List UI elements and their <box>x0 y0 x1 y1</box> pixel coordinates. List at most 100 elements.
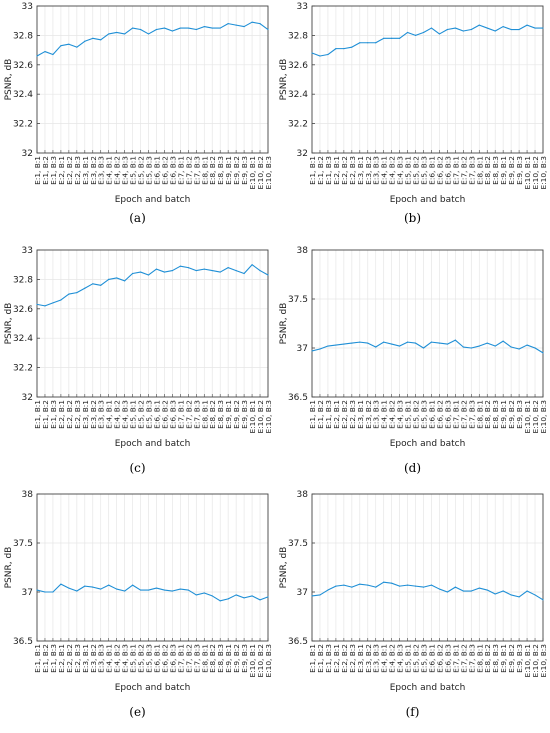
x-tick-label: E:6, B:3 <box>443 400 452 429</box>
x-tick-label: E:1, B:2 <box>41 644 50 673</box>
x-tick-label: E:2, B:1 <box>332 156 341 185</box>
x-tick-label: E:9, B:2 <box>232 400 241 429</box>
x-tick-label: E:9, B:2 <box>232 644 241 673</box>
x-tick-label: E:3, B:3 <box>97 644 106 673</box>
data-point <box>462 590 464 592</box>
x-tick-label: E:6, B:2 <box>435 400 444 429</box>
data-point <box>438 342 441 344</box>
y-tick-label: 37 <box>297 344 308 354</box>
x-tick-label: E:2, B:3 <box>73 400 82 429</box>
x-axis-title: Epoch and batch <box>390 439 466 449</box>
x-tick-label: E:2, B:3 <box>73 644 82 673</box>
x-tick-label: E:10, B:1 <box>248 400 257 434</box>
data-point <box>470 590 472 592</box>
x-tick-label: E:1, B:3 <box>324 156 333 185</box>
x-tick-label: E:8, B:3 <box>491 400 500 429</box>
x-tick-label: E:3, B:2 <box>364 644 373 673</box>
x-axis: E:1, B:1E:1, B:2E:1, B:3E:2, B:1E:2, B:2… <box>33 150 273 190</box>
data-point <box>526 590 528 592</box>
data-point <box>399 345 401 347</box>
data-point <box>359 341 361 343</box>
x-tick-label: E:9, B:1 <box>499 644 508 673</box>
x-tick-label: E:4, B:1 <box>105 156 114 185</box>
x-tick-label: E:9, B:3 <box>515 400 524 429</box>
x-tick-label: E:9, B:2 <box>507 156 516 185</box>
x-axis: E:1, B:1E:1, B:2E:1, B:3E:2, B:1E:2, B:2… <box>33 638 273 678</box>
x-tick-label: E:2, B:2 <box>340 156 349 185</box>
data-point <box>343 343 345 345</box>
data-point <box>68 587 70 589</box>
x-tick-label: E:1, B:1 <box>308 400 317 429</box>
x-tick-label: E:10, B:3 <box>264 644 273 678</box>
data-point <box>375 346 377 348</box>
x-tick-label: E:5, B:3 <box>420 644 429 673</box>
data-point <box>124 280 126 282</box>
data-point <box>68 43 70 45</box>
data-point <box>454 586 456 588</box>
data-point <box>171 590 174 592</box>
data-point <box>327 53 329 56</box>
x-tick-label: E:10, B:2 <box>256 644 265 678</box>
x-tick-label: E:7, B:3 <box>467 400 476 429</box>
y-tick-label: 32.8 <box>13 31 33 41</box>
caption-a: (a) <box>129 211 146 225</box>
x-tick-label: E:4, B:1 <box>380 156 389 185</box>
x-tick-label: E:1, B:2 <box>316 156 325 185</box>
x-tick-label: E:3, B:2 <box>364 156 373 185</box>
plot-frame <box>36 5 269 154</box>
data-point <box>76 292 78 294</box>
y-tick-label: 33 <box>22 2 33 12</box>
data-point <box>446 343 449 345</box>
data-point <box>267 596 269 598</box>
x-tick-label: E:10, B:3 <box>264 156 273 190</box>
x-tick-label: E:7, B:1 <box>451 644 460 673</box>
x-tick-label: E:1, B:2 <box>316 400 325 429</box>
data-point <box>131 27 134 29</box>
data-point <box>187 267 189 269</box>
series-line <box>36 21 269 57</box>
data-point <box>60 299 62 301</box>
data-point <box>319 594 321 596</box>
data-points <box>36 583 269 602</box>
plot-frame <box>311 493 544 642</box>
y-axis-title: PSNR, dB <box>4 303 14 345</box>
chart-b: 32 32.2 32.4 32.6 32.8 33 E:1, B:1E:1, B:2E:1,… <box>279 2 548 205</box>
data-point <box>351 586 353 588</box>
data-point <box>139 28 142 31</box>
x-tick-label: E:9, B:3 <box>515 156 524 185</box>
x-tick-label: E:3, B:3 <box>97 400 106 429</box>
data-point <box>116 588 118 590</box>
data-point <box>406 341 409 343</box>
x-tick-label: E:9, B:3 <box>240 644 249 673</box>
x-tick-label: E:1, B:2 <box>41 400 50 429</box>
data-point <box>518 348 520 350</box>
x-tick-label: E:6, B:3 <box>168 644 177 673</box>
y-axis-title: PSNR, dB <box>4 59 14 101</box>
data-point <box>235 24 237 26</box>
x-tick-label: E:2, B:3 <box>348 644 357 673</box>
data-point <box>171 269 174 272</box>
x-axis: E:1, B:1E:1, B:2E:1, B:3E:2, B:1E:2, B:2… <box>308 394 548 434</box>
x-tick-label: E:4, B:2 <box>113 400 122 429</box>
x-tick-label: E:4, B:2 <box>113 156 122 185</box>
x-tick-label: E:10, B:3 <box>539 644 548 678</box>
data-point <box>406 31 409 34</box>
x-tick-label: E:3, B:3 <box>97 156 106 185</box>
data-point <box>243 597 245 599</box>
data-point <box>92 283 94 285</box>
x-tick-label: E:2, B:3 <box>348 400 357 429</box>
x-tick-label: E:2, B:3 <box>73 156 82 185</box>
data-point <box>147 274 150 276</box>
x-tick-label: E:9, B:2 <box>232 156 241 185</box>
data-points <box>311 339 544 354</box>
data-point <box>44 50 46 53</box>
x-tick-label: E:7, B:1 <box>176 156 185 185</box>
y-tick-label: 32.6 <box>13 61 33 71</box>
x-tick-label: E:2, B:1 <box>332 644 341 673</box>
data-point <box>52 302 54 304</box>
y-tick-label: 37.5 <box>288 539 308 549</box>
x-tick-label: E:1, B:1 <box>33 644 42 673</box>
x-tick-label: E:1, B:3 <box>49 400 58 429</box>
x-tick-label: E:9, B:3 <box>240 400 249 429</box>
